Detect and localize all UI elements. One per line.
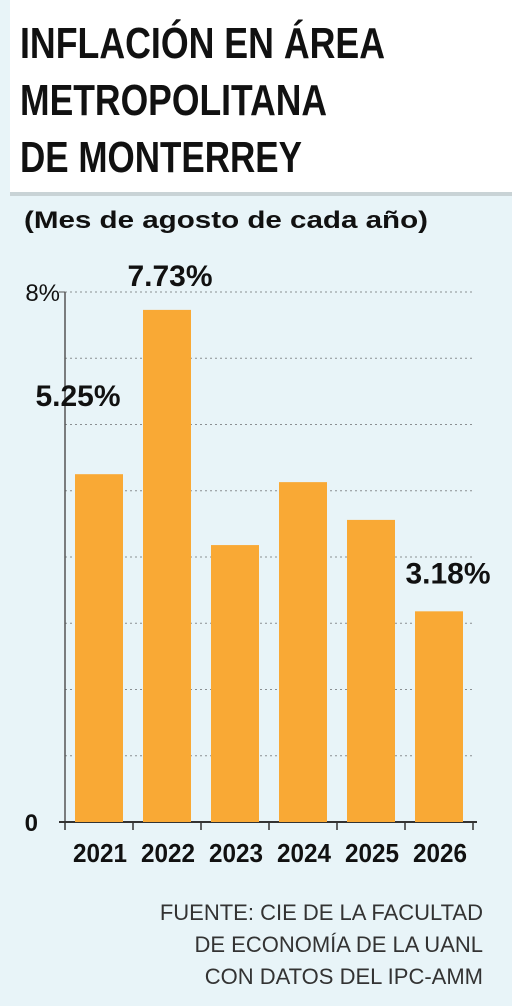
data-label: 5.25%	[35, 380, 120, 413]
header-rule	[10, 192, 512, 196]
x-tick-label: 2022	[141, 838, 195, 868]
bar	[75, 474, 123, 822]
x-tick-label: 2023	[209, 838, 263, 868]
bar	[279, 482, 327, 822]
bar	[415, 611, 463, 822]
data-label: 7.73%	[127, 260, 212, 293]
x-tick-label: 2026	[413, 838, 467, 868]
chart-title: INFLACIÓN EN ÁREA	[20, 18, 385, 68]
y-tick-label: 8%	[25, 280, 60, 307]
bar	[143, 309, 191, 822]
x-tick-label: 2024	[277, 838, 332, 868]
chart-title: METROPOLITANA	[20, 76, 327, 125]
bar	[211, 545, 259, 822]
x-tick-label: 2025	[345, 838, 399, 868]
source: FUENTE: CIE DE LA FACULTAD	[160, 900, 483, 925]
x-tick-label: 2021	[73, 838, 127, 868]
chart-title: DE MONTERREY	[20, 133, 302, 182]
y-tick-label: 0	[25, 810, 38, 837]
header-bg	[10, 0, 512, 192]
source: DE ECONOMÍA DE LA UANL	[194, 932, 483, 957]
bar	[347, 519, 395, 822]
data-label: 3.18%	[405, 557, 490, 590]
subtitle: (Mes de agosto de cada año)	[24, 207, 428, 234]
source: CON DATOS DEL IPC-AMM	[205, 964, 483, 989]
